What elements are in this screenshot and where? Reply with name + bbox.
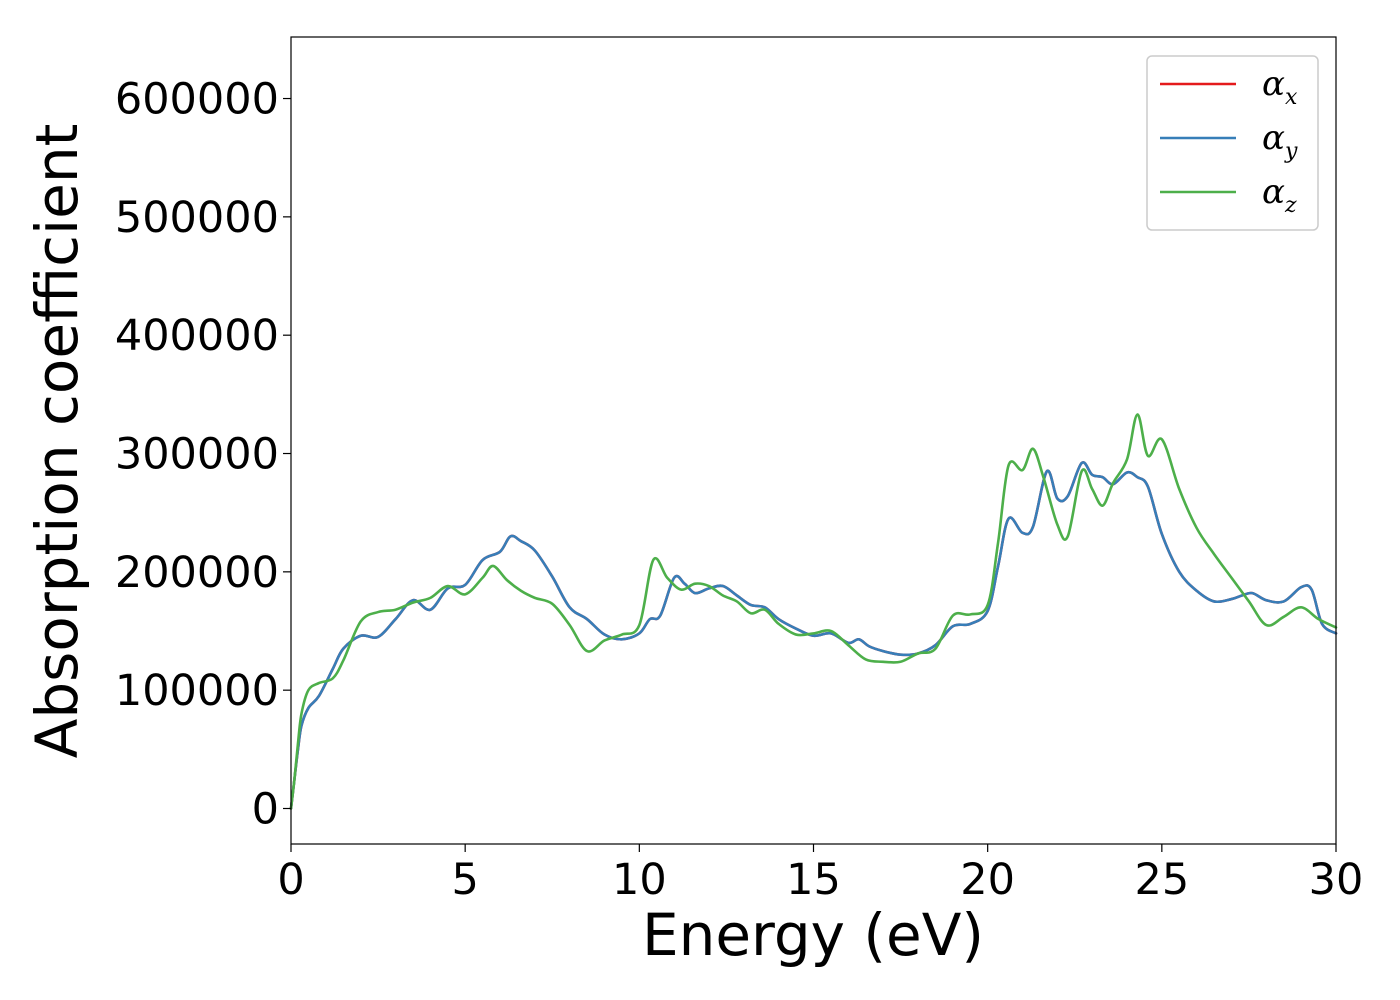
y-tick-label: 300000 bbox=[115, 430, 279, 480]
y-tick-label: 100000 bbox=[115, 666, 279, 716]
legend-label-x: αx bbox=[1262, 64, 1298, 110]
y-tick-label: 200000 bbox=[115, 548, 279, 598]
legend-frame bbox=[1146, 55, 1319, 231]
y-axis: 0 100000 200000 300000 400000 500000 600000 bbox=[115, 75, 291, 835]
x-tick-label: 20 bbox=[960, 855, 1015, 905]
y-tick-label: 0 bbox=[252, 785, 279, 835]
y-axis-label: Absorption coefficient bbox=[23, 124, 91, 759]
x-axis-label: Energy (eV) bbox=[642, 901, 984, 969]
series-line-z bbox=[289, 413, 1338, 810]
x-axis: 0 5 10 15 20 25 30 bbox=[277, 844, 1363, 905]
legend-label-y: αy bbox=[1262, 118, 1298, 164]
x-tick-label: 5 bbox=[451, 855, 478, 905]
y-tick-label: 500000 bbox=[115, 193, 279, 243]
y-tick-label: 600000 bbox=[115, 75, 279, 125]
x-tick-label: 0 bbox=[277, 855, 304, 905]
x-tick-label: 25 bbox=[1134, 855, 1189, 905]
x-tick-label: 30 bbox=[1309, 855, 1364, 905]
x-tick-label: 10 bbox=[612, 855, 667, 905]
legend: αx αy αz bbox=[1146, 55, 1319, 231]
y-tick-label: 400000 bbox=[115, 311, 279, 361]
series-line-y bbox=[289, 461, 1338, 810]
x-tick-label: 15 bbox=[786, 855, 841, 905]
legend-label-z: αz bbox=[1262, 172, 1297, 218]
series-layer bbox=[289, 413, 1338, 810]
